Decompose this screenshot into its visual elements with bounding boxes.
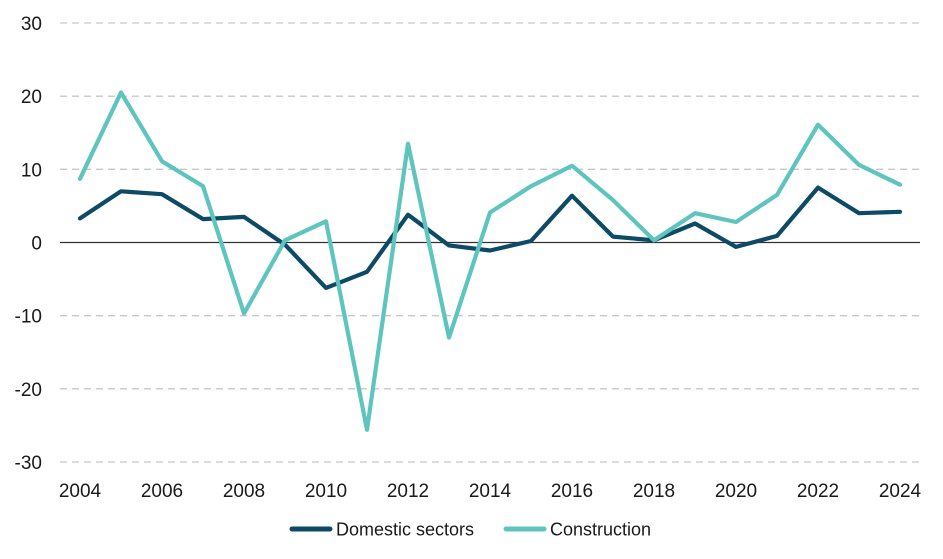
y-tick-label: -30 — [15, 453, 42, 474]
series-line-domestic-sectors — [77, 185, 903, 290]
x-tick-label: 2018 — [633, 481, 675, 502]
x-tick-label: 2016 — [551, 481, 593, 502]
x-tick-label: 2010 — [305, 481, 347, 502]
y-tick-label: 0 — [31, 234, 42, 255]
y-tick-label: 20 — [21, 87, 42, 108]
y-tick-label: 30 — [21, 14, 42, 35]
x-tick-label: 2020 — [715, 481, 757, 502]
y-tick-label: 10 — [21, 160, 42, 181]
series-line-construction — [77, 90, 903, 432]
legend: Domestic sectors Construction — [289, 520, 651, 540]
legend-label: Construction — [550, 520, 651, 540]
series-lines — [77, 90, 903, 432]
x-tick-label: 2006 — [141, 481, 183, 502]
x-tick-label: 2014 — [469, 481, 512, 502]
x-tick-label: 2008 — [223, 481, 265, 502]
x-tick-label: 2022 — [797, 481, 839, 502]
x-tick-label: 2012 — [387, 481, 429, 502]
x-tick-label: 2004 — [59, 481, 102, 502]
x-axis-tick-labels: 2004 2006 2008 2010 2012 2014 2016 2018 2020 2022… — [59, 481, 922, 502]
y-tick-label: -20 — [15, 380, 42, 401]
y-axis-tick-labels: 30 20 10 0 -10 -20 -30 — [15, 14, 42, 474]
x-tick-label: 2024 — [879, 481, 922, 502]
legend-label: Domestic sectors — [336, 520, 474, 540]
y-tick-label: -10 — [15, 307, 42, 328]
